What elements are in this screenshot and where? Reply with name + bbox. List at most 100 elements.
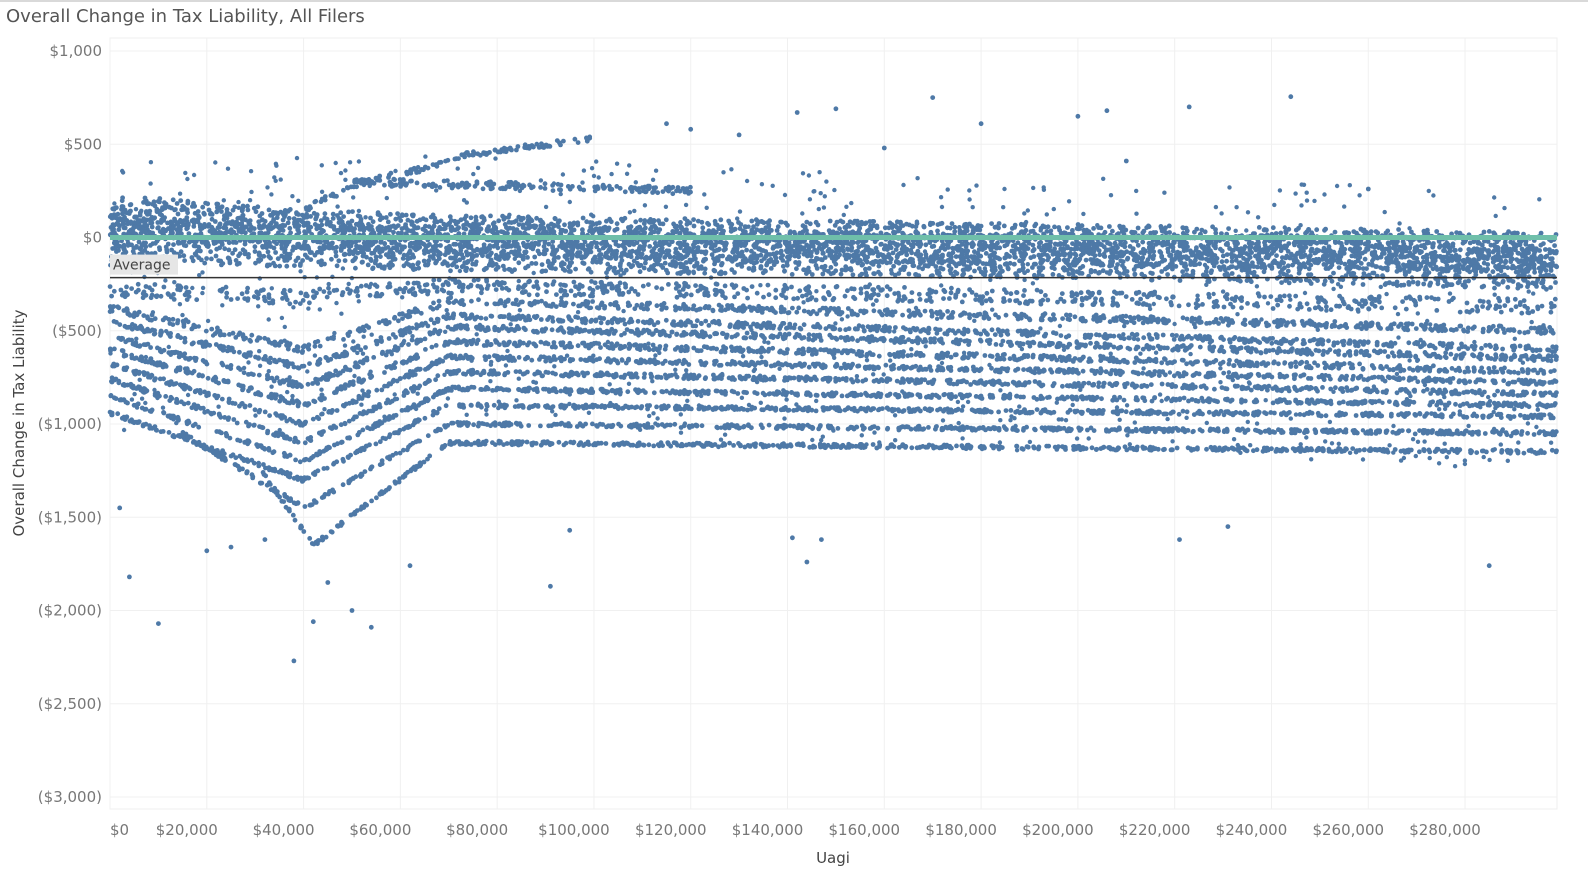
data-point — [1391, 245, 1396, 251]
data-point — [1041, 243, 1047, 249]
data-point — [940, 252, 945, 258]
x-tick-label: $240,000 — [1216, 821, 1288, 839]
data-point — [938, 266, 944, 271]
data-point — [1435, 278, 1441, 284]
data-point — [907, 222, 912, 228]
data-point — [1114, 254, 1119, 260]
data-point — [726, 254, 732, 260]
data-point — [209, 256, 214, 262]
data-point — [368, 258, 374, 263]
data-point — [1414, 267, 1420, 272]
x-tick-label: $40,000 — [253, 821, 315, 839]
data-point — [1185, 255, 1191, 261]
data-point — [1411, 255, 1417, 261]
data-point — [296, 230, 302, 236]
data-point — [1036, 252, 1042, 258]
data-point — [1139, 264, 1144, 270]
data-point — [274, 241, 279, 247]
data-point — [316, 259, 322, 265]
data-point — [1067, 254, 1073, 259]
data-point — [516, 222, 522, 228]
data-point — [127, 202, 133, 208]
data-point — [1198, 253, 1204, 259]
data-point — [314, 239, 320, 245]
data-point — [864, 259, 870, 264]
data-point — [936, 259, 942, 265]
data-point — [871, 223, 876, 229]
data-point — [739, 264, 745, 269]
data-point — [693, 256, 698, 262]
data-point — [1454, 230, 1459, 236]
data-point — [1552, 243, 1557, 249]
data-point — [1273, 242, 1278, 248]
data-point — [614, 221, 620, 227]
data-point — [1490, 269, 1496, 275]
data-point — [678, 220, 683, 225]
data-point — [1001, 223, 1007, 229]
data-point — [972, 249, 977, 255]
data-point — [679, 256, 685, 262]
data-point — [1229, 271, 1235, 276]
data-point — [705, 220, 710, 226]
data-point — [544, 247, 549, 253]
data-point — [151, 199, 157, 205]
data-point — [1269, 266, 1275, 271]
data-point — [1546, 272, 1552, 278]
data-point — [878, 271, 883, 277]
data-point — [143, 210, 149, 216]
data-point — [228, 230, 234, 236]
y-tick-label: ($2,000) — [38, 602, 102, 620]
data-point — [203, 200, 209, 206]
data-point — [1148, 230, 1153, 236]
data-point — [1485, 239, 1491, 244]
data-point — [360, 223, 366, 229]
data-point — [293, 245, 299, 251]
data-point — [812, 229, 817, 235]
data-point — [740, 253, 746, 259]
data-point — [510, 242, 516, 248]
data-point — [487, 252, 493, 258]
data-point — [1030, 242, 1036, 248]
data-point — [1455, 280, 1461, 286]
data-point — [1355, 257, 1361, 262]
data-point — [1348, 263, 1354, 269]
data-point — [355, 250, 361, 256]
data-point — [719, 262, 724, 268]
data-point — [1443, 259, 1449, 265]
data-point — [308, 224, 314, 230]
data-point — [355, 213, 361, 219]
data-point — [1110, 228, 1115, 234]
data-point — [1479, 284, 1485, 290]
data-point — [1167, 253, 1172, 258]
data-point — [838, 271, 844, 277]
data-point — [206, 207, 212, 213]
data-point — [855, 260, 861, 266]
data-point — [365, 262, 371, 268]
data-point — [163, 203, 168, 209]
data-point — [1354, 242, 1360, 248]
data-point — [1253, 253, 1259, 259]
data-point — [1450, 241, 1456, 247]
data-point — [1532, 269, 1537, 275]
data-point — [1328, 253, 1334, 259]
data-point — [1248, 244, 1254, 250]
data-point — [884, 244, 890, 250]
data-point — [1421, 281, 1427, 287]
data-point — [206, 224, 211, 229]
data-point — [429, 229, 435, 234]
data-point — [434, 243, 439, 249]
data-point — [1373, 253, 1379, 259]
data-point — [433, 260, 438, 266]
data-point — [843, 240, 849, 246]
data-point — [483, 266, 488, 271]
data-point — [1065, 244, 1070, 250]
data-point — [252, 249, 258, 254]
data-point — [1072, 251, 1078, 257]
data-point — [1141, 251, 1147, 256]
data-point — [859, 221, 865, 227]
data-point — [393, 216, 399, 222]
data-point — [953, 254, 959, 259]
data-point — [935, 228, 940, 234]
data-point — [319, 229, 325, 235]
data-point — [1506, 229, 1511, 235]
